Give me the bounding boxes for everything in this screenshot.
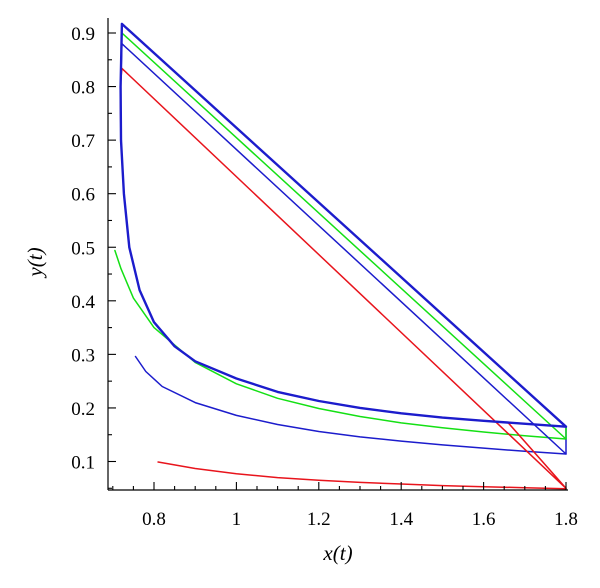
y-tick-label: 0.4 <box>71 292 95 313</box>
y-tick-label: 0.7 <box>71 131 95 152</box>
series-line-7 <box>119 22 568 428</box>
plot-series <box>114 22 568 490</box>
x-tick-label: 0.8 <box>142 509 166 530</box>
x-tick-label: 1.6 <box>472 509 496 530</box>
series-line-3 <box>114 249 567 440</box>
y-tick-label: 0.2 <box>71 399 95 420</box>
x-axis-title: x(t) <box>322 541 352 565</box>
y-tick-label: 0.6 <box>71 185 95 206</box>
y-axis-title: y(t) <box>23 247 47 278</box>
series-line-6 <box>119 32 567 440</box>
series-line-5 <box>119 42 567 455</box>
series-line-2 <box>134 355 567 455</box>
x-tick-label: 1 <box>232 509 242 530</box>
series-line-1 <box>157 461 567 490</box>
x-tick-label: 1.8 <box>554 509 578 530</box>
y-tick-label: 0.5 <box>71 238 95 259</box>
x-tick-label: 1.4 <box>389 509 413 530</box>
y-tick-label: 0.8 <box>71 78 95 99</box>
axes: 0.8 1 1.2 1.4 1.6 1.8 0.1 0.2 0.3 0.4 0.5 0.6 0.7 0.8… <box>71 18 578 530</box>
x-tick-label: 1.2 <box>307 509 331 530</box>
y-tick-label: 0.9 <box>71 24 95 45</box>
y-tick-label: 0.1 <box>71 453 95 474</box>
y-tick-label: 0.3 <box>71 345 95 366</box>
series-line-4 <box>119 67 567 490</box>
